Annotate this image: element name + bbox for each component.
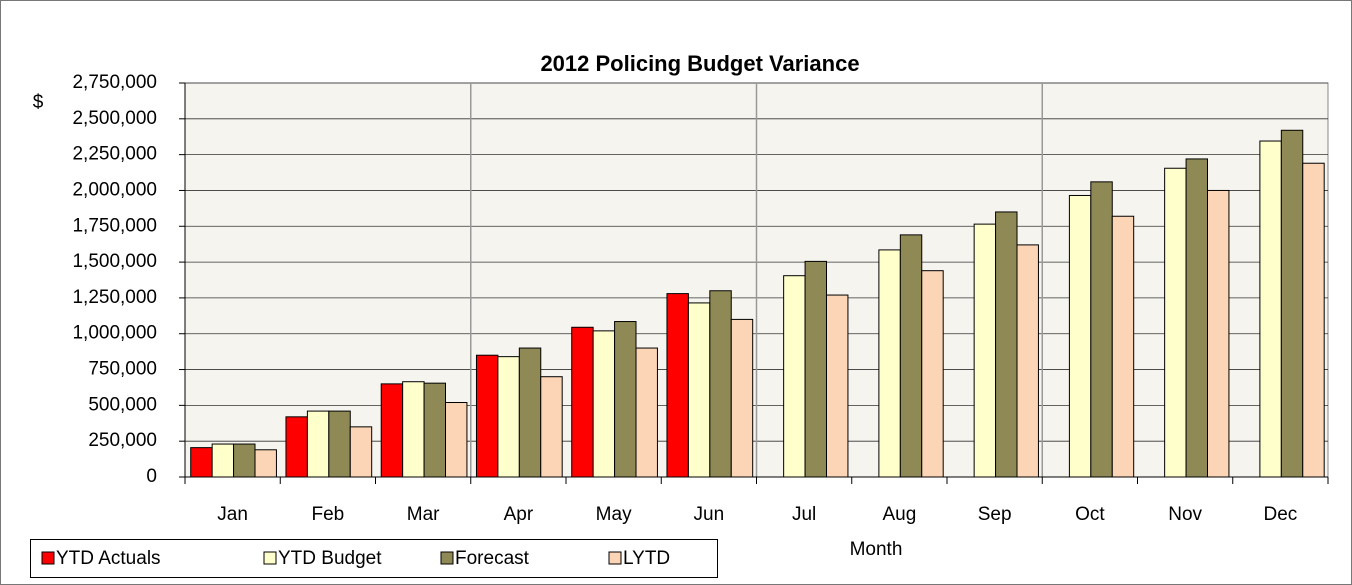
bar bbox=[1207, 189, 1230, 478]
y-tick-label: 0 bbox=[146, 466, 157, 487]
bar bbox=[190, 447, 213, 478]
bar bbox=[445, 401, 468, 478]
y-tick-label: 1,000,000 bbox=[72, 323, 157, 344]
bar bbox=[1164, 167, 1187, 478]
bar bbox=[709, 290, 732, 478]
bar bbox=[878, 249, 901, 478]
x-tick-label: Feb bbox=[312, 504, 345, 525]
y-tick-label: 500,000 bbox=[88, 394, 157, 415]
bar bbox=[402, 381, 425, 478]
bar bbox=[804, 260, 828, 478]
x-tick-label: Sep bbox=[978, 504, 1012, 525]
bar bbox=[349, 426, 373, 478]
bar bbox=[635, 347, 658, 478]
legend-swatch bbox=[41, 551, 55, 565]
legend-label: YTD Actuals bbox=[56, 548, 161, 569]
bar bbox=[423, 382, 447, 478]
bar bbox=[254, 449, 277, 478]
y-tick-label: 2,500,000 bbox=[72, 108, 157, 129]
x-tick-label: Dec bbox=[1263, 504, 1297, 525]
bar bbox=[995, 211, 1018, 478]
bar bbox=[1185, 158, 1209, 478]
legend bbox=[30, 539, 718, 578]
y-tick-label: 1,250,000 bbox=[72, 287, 157, 308]
bar bbox=[211, 443, 235, 478]
bar bbox=[592, 330, 616, 478]
x-tick-label: Oct bbox=[1075, 504, 1105, 525]
bar bbox=[518, 347, 542, 478]
x-tick-label: Apr bbox=[504, 504, 534, 525]
bar bbox=[783, 275, 806, 478]
legend-label: LYTD bbox=[623, 548, 670, 569]
bar bbox=[1111, 215, 1135, 478]
bar bbox=[233, 443, 256, 478]
bar bbox=[571, 326, 594, 478]
x-axis-label: Month bbox=[850, 539, 903, 560]
x-tick-label: Aug bbox=[882, 504, 916, 525]
bar bbox=[1280, 129, 1304, 478]
x-tick-label: Jul bbox=[792, 504, 816, 525]
bar bbox=[328, 410, 351, 478]
x-tick-label: Nov bbox=[1168, 504, 1202, 525]
bar bbox=[497, 356, 520, 478]
y-tick-label: 2,750,000 bbox=[72, 72, 157, 93]
x-tick-label: Mar bbox=[407, 504, 440, 525]
y-tick-label: 250,000 bbox=[88, 430, 157, 451]
bar bbox=[730, 318, 754, 478]
bar bbox=[899, 234, 923, 478]
legend-label: YTD Budget bbox=[278, 548, 382, 569]
legend-swatch bbox=[263, 551, 277, 565]
y-axis-label: $ bbox=[33, 92, 44, 113]
bar bbox=[921, 270, 944, 478]
bar bbox=[666, 293, 689, 478]
bar bbox=[380, 383, 404, 478]
bar bbox=[614, 321, 637, 478]
chart-title: 2012 Policing Budget Variance bbox=[540, 51, 859, 76]
bar bbox=[475, 354, 499, 478]
legend-label: Forecast bbox=[455, 548, 530, 569]
bar bbox=[1090, 181, 1113, 478]
bar bbox=[1068, 194, 1092, 478]
y-tick-label: 2,250,000 bbox=[72, 144, 157, 165]
legend-swatch bbox=[440, 551, 454, 565]
bar bbox=[826, 294, 849, 478]
bar bbox=[1016, 244, 1039, 478]
bar bbox=[687, 302, 711, 478]
x-tick-label: Jun bbox=[694, 504, 725, 525]
bar bbox=[540, 376, 563, 478]
bar bbox=[285, 416, 308, 478]
y-tick-label: 2,000,000 bbox=[72, 179, 157, 200]
bar bbox=[1302, 162, 1325, 478]
x-tick-label: May bbox=[596, 504, 632, 525]
y-tick-label: 1,750,000 bbox=[72, 215, 157, 236]
bar bbox=[1259, 140, 1282, 478]
y-tick-label: 1,500,000 bbox=[72, 251, 157, 272]
bar bbox=[306, 410, 330, 478]
bar bbox=[973, 223, 997, 478]
x-tick-label: Jan bbox=[217, 504, 248, 525]
legend-swatch bbox=[608, 551, 622, 565]
y-tick-label: 750,000 bbox=[88, 359, 157, 380]
